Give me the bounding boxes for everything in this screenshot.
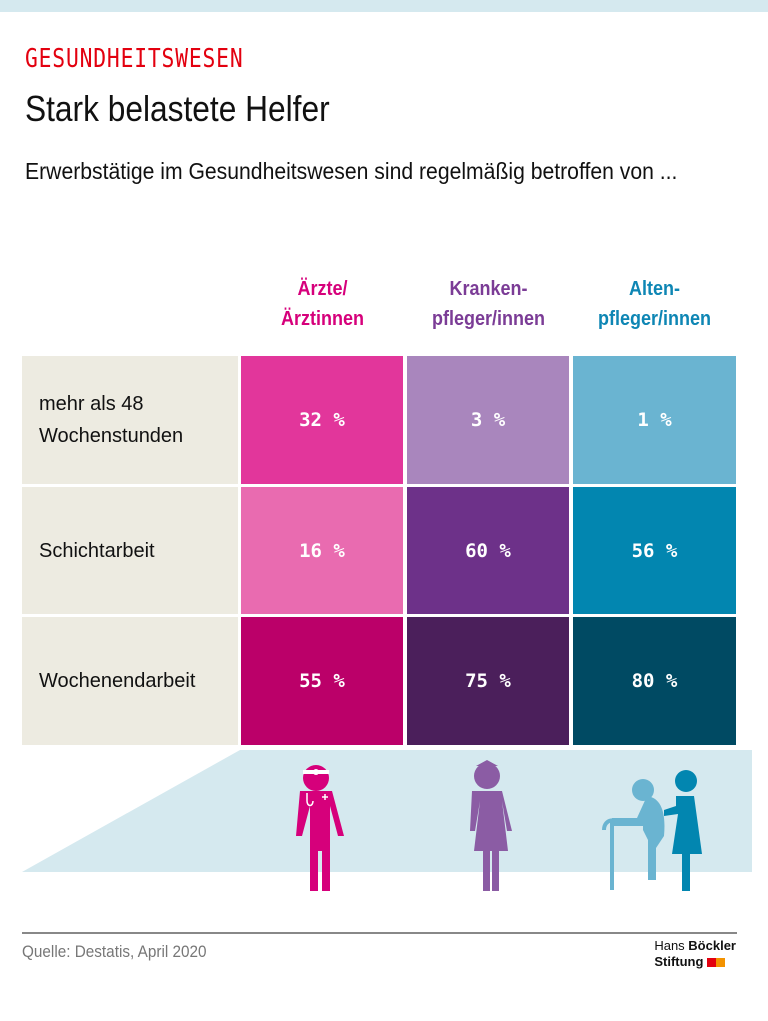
logo-text: Hans [654, 938, 689, 953]
table-cell: 1 % [573, 356, 736, 484]
row-label: Schichtarbeit [22, 487, 238, 614]
table-cell: 56 % [573, 487, 736, 614]
table-cell: 55 % [241, 617, 403, 745]
divider [22, 932, 737, 934]
kicker: GESUNDHEITSWESEN [25, 44, 244, 74]
column-header-line: Alten- [628, 278, 680, 300]
column-header-line: Ärzte/ [297, 278, 348, 300]
column-header-line: Kranken- [449, 278, 528, 300]
column-header: Kranken-pfleger/innen [415, 274, 562, 334]
elderly-care-icon [602, 770, 702, 891]
column-header-line: Ärztinnen [281, 308, 364, 330]
column-header-line: pfleger/innen [597, 308, 712, 330]
table-cell: 32 % [241, 356, 403, 484]
table-cell: 80 % [573, 617, 736, 745]
column-header: Ärzte/Ärztinnen [249, 274, 396, 334]
table-cell: 75 % [407, 617, 569, 745]
row-label: mehr als 48 Wochenstunden [22, 356, 238, 484]
row-label: Wochenendarbeit [22, 617, 238, 745]
logo-text-bold: Böckler [688, 938, 736, 953]
page-title: Stark belastete Helfer [25, 88, 330, 129]
logo: Hans Böckler Stiftung [654, 938, 736, 970]
top-bar [0, 0, 768, 12]
subtitle: Erwerbstätige im Gesundheitswesen sind r… [25, 158, 678, 184]
nurse-icon [470, 760, 512, 891]
table-cell: 16 % [241, 487, 403, 614]
table-cell: 3 % [407, 356, 569, 484]
table-cell: 60 % [407, 487, 569, 614]
doctor-icon [296, 765, 344, 891]
column-header-line: pfleger/innen [431, 308, 546, 330]
logo-square-red [707, 958, 717, 968]
column-header: Alten-pfleger/innen [581, 274, 728, 334]
logo-text-2: Stiftung [654, 954, 704, 969]
source-note: Quelle: Destatis, April 2020 [22, 942, 207, 961]
logo-square-orange [716, 958, 726, 968]
